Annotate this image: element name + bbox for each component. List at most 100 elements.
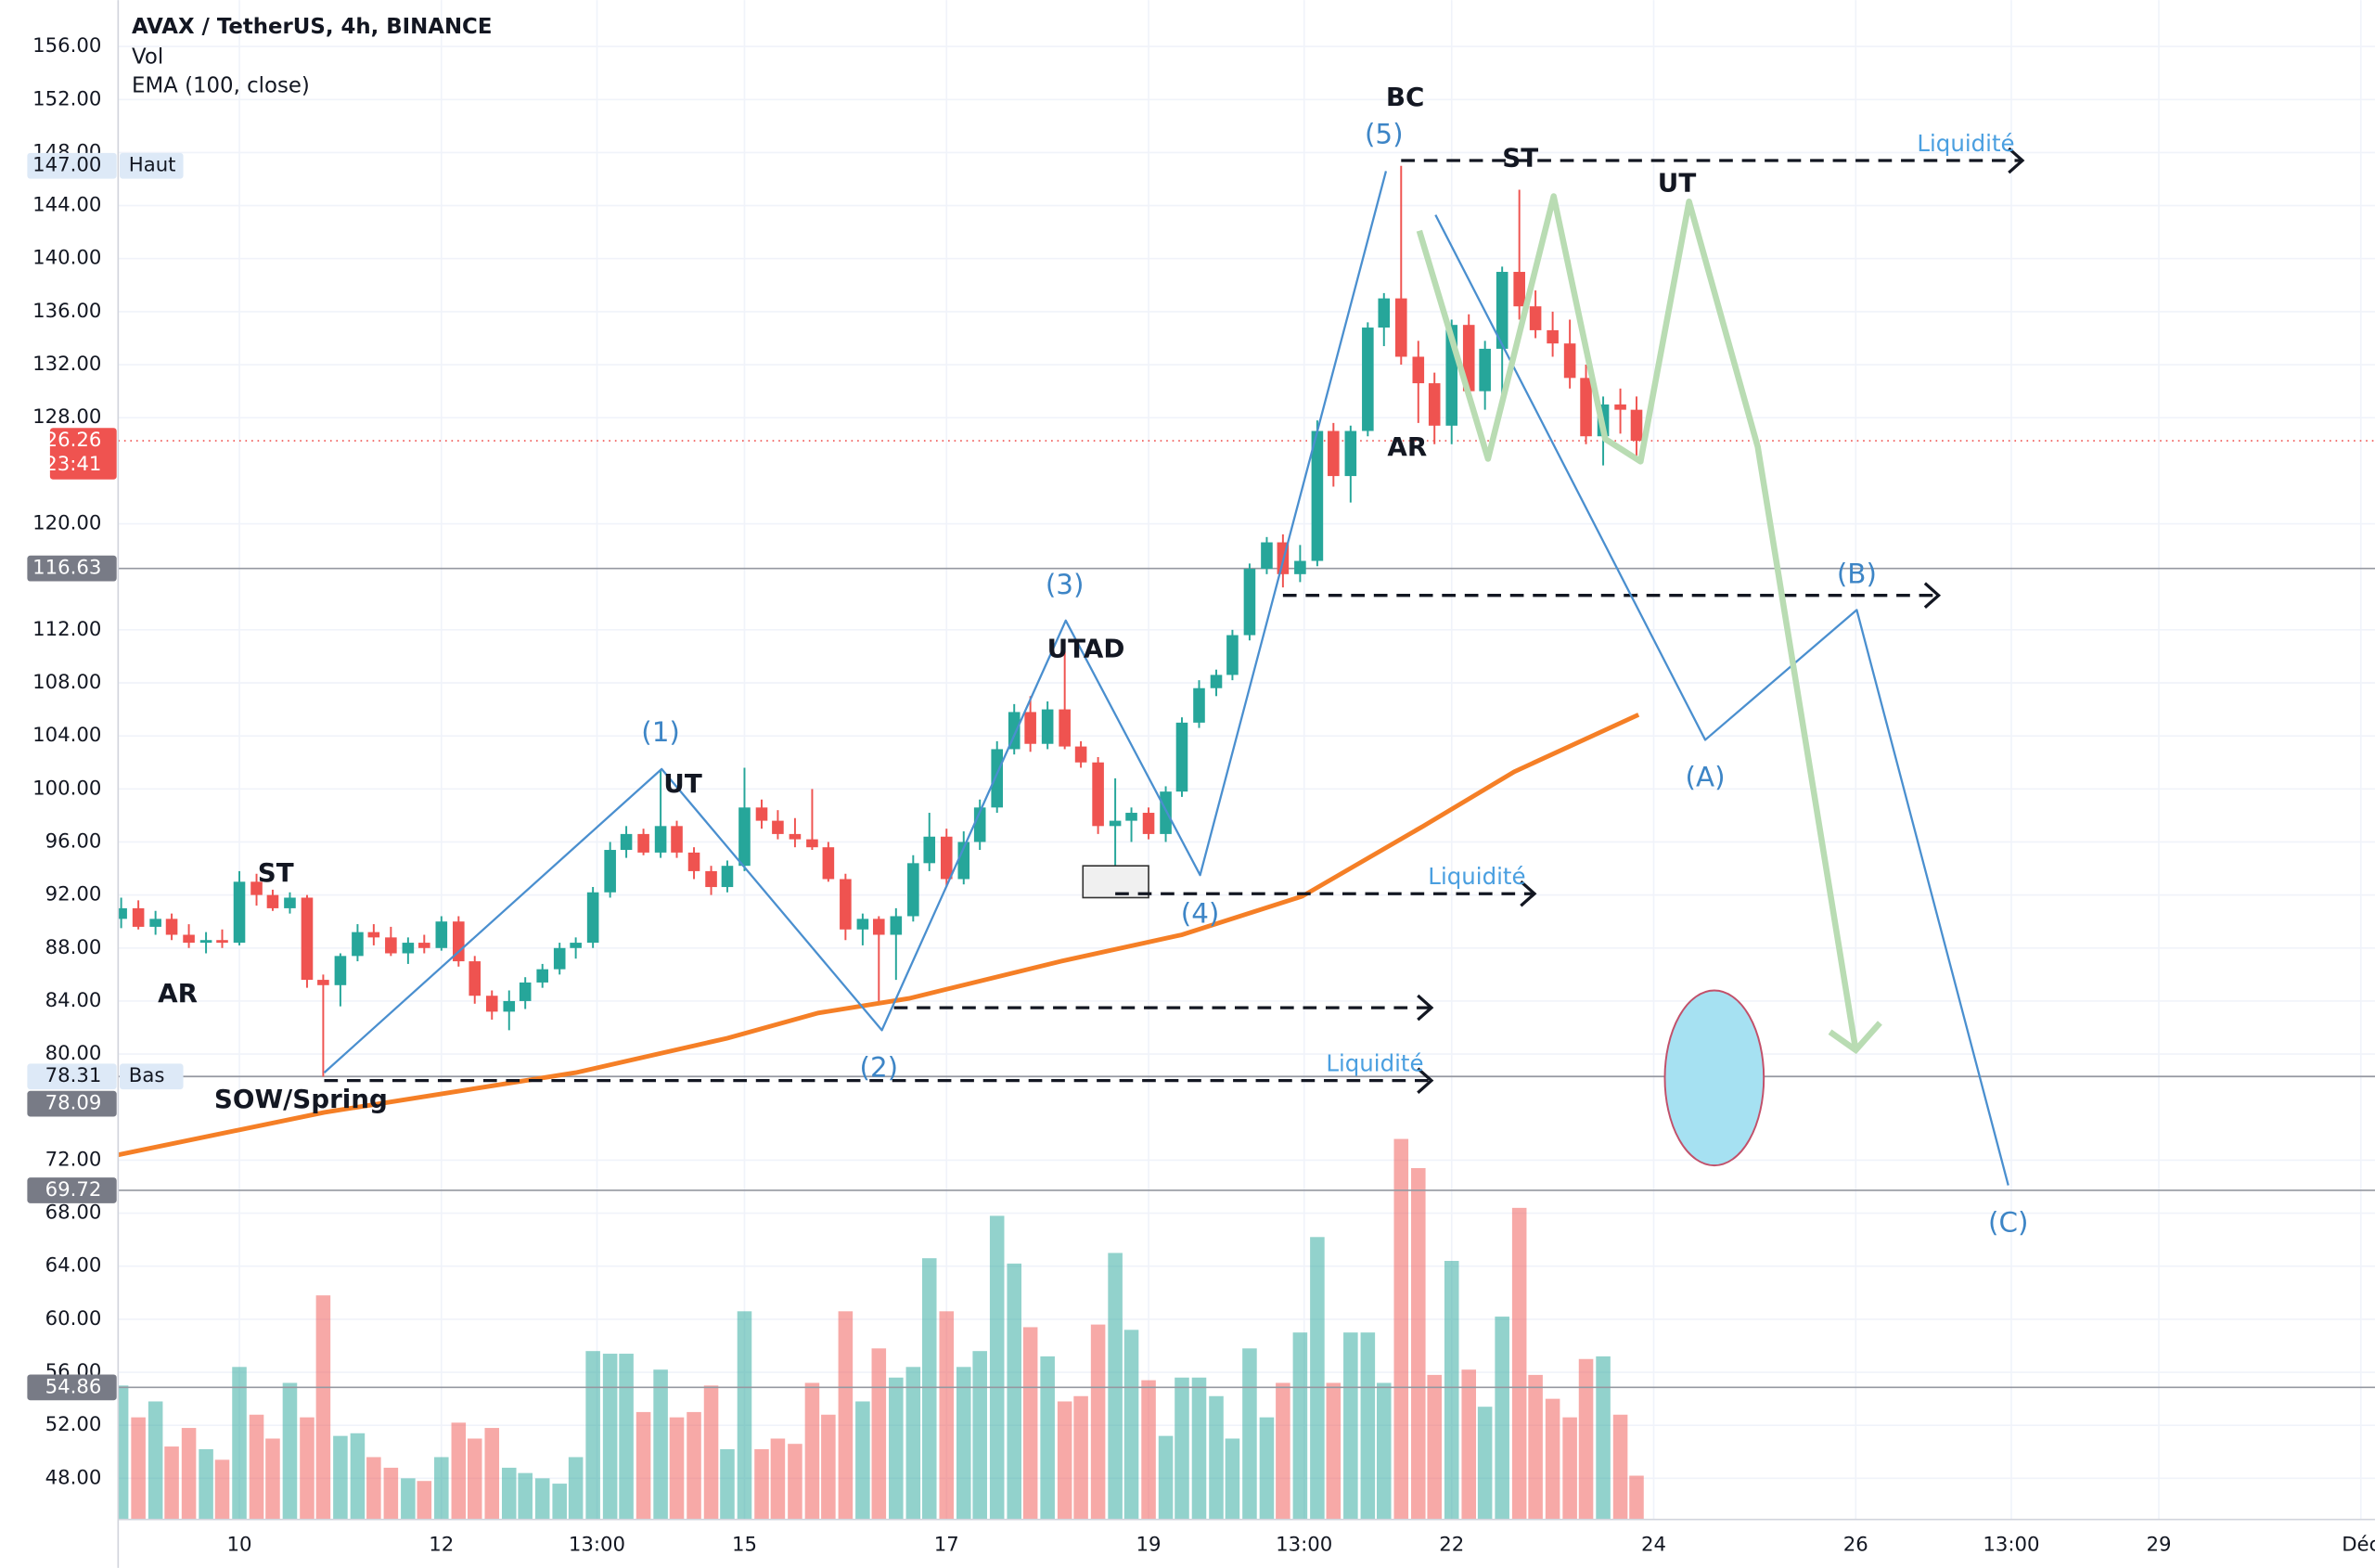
chart-title: AVAX / TetherUS, 4h, BINANCE: [132, 15, 492, 39]
candle-body: [1394, 298, 1407, 357]
candle-body: [301, 897, 314, 981]
volume-bar: [619, 1354, 634, 1520]
candle-body: [503, 1000, 516, 1012]
volume-bar: [703, 1385, 719, 1520]
wave-line: [323, 171, 1388, 1073]
price-marker: [27, 152, 117, 179]
volume-bar: [1612, 1414, 1628, 1520]
volume-bar: [770, 1438, 786, 1520]
y-tick-label: 112.00: [32, 618, 101, 641]
price-marker-label: 147.00: [32, 154, 101, 177]
candle-body: [806, 839, 818, 848]
volume-bar: [1343, 1332, 1358, 1520]
y-tick-label: 108.00: [32, 671, 101, 694]
candle-body: [1311, 431, 1324, 561]
price-tag-label: Bas: [129, 1064, 165, 1087]
volume-bar: [199, 1448, 213, 1520]
volume-bar: [1461, 1369, 1477, 1520]
x-tick-label: 15: [732, 1533, 757, 1556]
candle-body: [1210, 675, 1223, 688]
price-tag: [119, 152, 184, 179]
candle-body: [637, 833, 649, 853]
candle-body: [604, 850, 616, 893]
candle-body: [856, 919, 869, 930]
volume-bar: [956, 1367, 971, 1520]
arrow-head: [2008, 147, 2025, 174]
candle-body: [620, 833, 633, 851]
y-tick-label: 68.00: [45, 1202, 102, 1225]
annotation: UT: [1658, 168, 1697, 199]
volume-bar: [249, 1414, 264, 1520]
volume-bar: [1108, 1253, 1123, 1520]
candle-body: [216, 940, 228, 944]
arrow-head: [1923, 582, 1942, 609]
arrow-head: [1417, 1067, 1434, 1094]
candle-body: [1614, 404, 1626, 410]
volume-bar: [518, 1472, 533, 1520]
candle-body: [822, 847, 835, 880]
volume-bar: [568, 1457, 584, 1520]
candle-body: [317, 980, 329, 985]
arrow-head: [1520, 880, 1537, 907]
y-tick-label: 144.00: [32, 194, 101, 217]
annotation: (2): [859, 1051, 898, 1083]
x-tick-label: 17: [934, 1533, 959, 1556]
volume-bar: [972, 1351, 987, 1520]
candle-body: [1261, 542, 1273, 570]
candle-body: [1125, 813, 1137, 821]
volume-bar: [1545, 1398, 1560, 1520]
volume-bar: [434, 1457, 449, 1520]
volume-bar: [1090, 1324, 1106, 1520]
candle-body: [1428, 383, 1441, 426]
wave-line: [1416, 193, 1859, 1051]
volume-bar: [1175, 1377, 1189, 1520]
y-tick-label: 92.00: [45, 883, 102, 906]
volume-bar: [653, 1369, 668, 1520]
y-tick-label: 84.00: [45, 989, 102, 1012]
annotation: Liquidité: [1326, 1050, 1423, 1077]
annotation: Liquidité: [1917, 130, 2014, 157]
candle-body: [1226, 635, 1239, 675]
candle-body: [654, 826, 667, 853]
volume-bar: [118, 1385, 129, 1520]
price-countdown: 02:23:41: [13, 453, 101, 476]
candle-body: [1041, 709, 1054, 744]
candle-body: [1630, 409, 1643, 442]
y-tick-label: 72.00: [45, 1148, 102, 1171]
candle-body: [485, 996, 498, 1012]
x-tick-label: 13:00: [1983, 1533, 2039, 1556]
price-marker-label: 126.26: [32, 429, 101, 452]
volume-bar: [821, 1414, 836, 1520]
volume-bar: [1191, 1377, 1207, 1520]
volume-bar: [1495, 1317, 1509, 1520]
candle-body: [1109, 820, 1122, 827]
candle-body: [991, 749, 1004, 808]
y-tick-label: 156.00: [32, 34, 101, 58]
volume-bar: [232, 1367, 247, 1520]
annotation: (4): [1181, 898, 1220, 930]
y-tick-label: 80.00: [45, 1042, 102, 1065]
candle-body: [1344, 431, 1357, 477]
candle-body: [671, 826, 683, 853]
ellipse-drawing: [1663, 989, 1765, 1167]
candle-body: [1362, 328, 1374, 431]
candle-body: [1378, 298, 1391, 328]
candle-body: [1479, 348, 1491, 392]
x-tick-label: 24: [1641, 1533, 1666, 1556]
candle-body: [1462, 325, 1475, 392]
volume-bar: [788, 1444, 802, 1520]
volume-bar: [417, 1481, 432, 1520]
volume-bar: [1158, 1435, 1174, 1520]
candle-body: [738, 807, 751, 867]
x-tick-label: 29: [2146, 1533, 2171, 1556]
volume-bar: [1123, 1330, 1139, 1520]
x-tick-label: 12: [429, 1533, 454, 1556]
volume-bar: [1057, 1401, 1072, 1520]
annotation: AR: [158, 978, 198, 1009]
volume-bar: [905, 1367, 921, 1520]
candle-body: [233, 881, 246, 944]
volume-bar: [1276, 1382, 1290, 1520]
volume-bar: [1022, 1327, 1038, 1520]
volume-bar: [669, 1417, 685, 1520]
